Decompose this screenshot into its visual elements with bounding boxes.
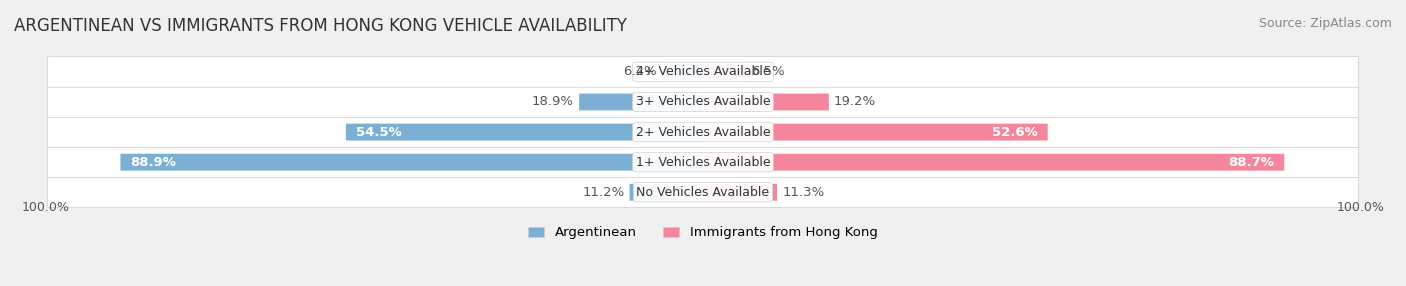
FancyBboxPatch shape xyxy=(662,63,703,80)
Text: 6.2%: 6.2% xyxy=(623,65,657,78)
Text: 88.9%: 88.9% xyxy=(131,156,176,169)
Text: 52.6%: 52.6% xyxy=(993,126,1038,139)
Text: 4+ Vehicles Available: 4+ Vehicles Available xyxy=(636,65,770,78)
FancyBboxPatch shape xyxy=(121,154,703,171)
Text: Source: ZipAtlas.com: Source: ZipAtlas.com xyxy=(1258,17,1392,30)
FancyBboxPatch shape xyxy=(48,117,1358,148)
FancyBboxPatch shape xyxy=(346,124,703,140)
Text: 100.0%: 100.0% xyxy=(21,201,69,214)
FancyBboxPatch shape xyxy=(630,184,703,201)
Text: 11.3%: 11.3% xyxy=(782,186,824,199)
Text: 88.7%: 88.7% xyxy=(1229,156,1274,169)
Text: 19.2%: 19.2% xyxy=(834,96,876,108)
Text: 6.5%: 6.5% xyxy=(751,65,785,78)
FancyBboxPatch shape xyxy=(48,57,1358,87)
FancyBboxPatch shape xyxy=(48,147,1358,178)
Text: 1+ Vehicles Available: 1+ Vehicles Available xyxy=(636,156,770,169)
FancyBboxPatch shape xyxy=(579,94,703,110)
Text: No Vehicles Available: No Vehicles Available xyxy=(637,186,769,199)
Text: ARGENTINEAN VS IMMIGRANTS FROM HONG KONG VEHICLE AVAILABILITY: ARGENTINEAN VS IMMIGRANTS FROM HONG KONG… xyxy=(14,17,627,35)
Text: 54.5%: 54.5% xyxy=(356,126,402,139)
FancyBboxPatch shape xyxy=(48,87,1358,117)
Text: 3+ Vehicles Available: 3+ Vehicles Available xyxy=(636,96,770,108)
FancyBboxPatch shape xyxy=(48,177,1358,208)
Text: 11.2%: 11.2% xyxy=(582,186,624,199)
FancyBboxPatch shape xyxy=(703,154,1284,171)
Text: 2+ Vehicles Available: 2+ Vehicles Available xyxy=(636,126,770,139)
FancyBboxPatch shape xyxy=(703,94,830,110)
Text: 18.9%: 18.9% xyxy=(531,96,574,108)
FancyBboxPatch shape xyxy=(703,124,1047,140)
FancyBboxPatch shape xyxy=(703,63,745,80)
Legend: Argentinean, Immigrants from Hong Kong: Argentinean, Immigrants from Hong Kong xyxy=(523,221,883,245)
FancyBboxPatch shape xyxy=(703,184,778,201)
Text: 100.0%: 100.0% xyxy=(1337,201,1385,214)
